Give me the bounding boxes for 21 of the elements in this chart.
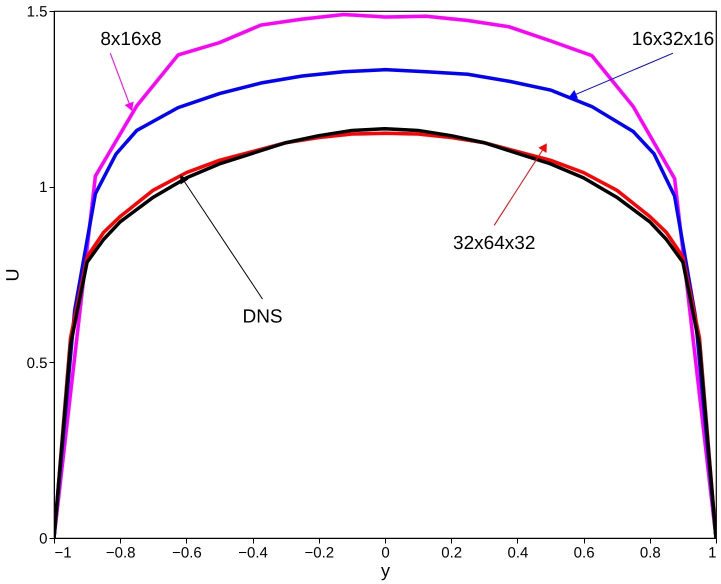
x-tick-label: 0: [381, 544, 390, 562]
x-tick-label: −0.6: [172, 544, 202, 562]
annotation: 16x32x16: [632, 29, 714, 50]
y-tick-label: 1.5: [26, 4, 48, 20]
annotation: DNS: [242, 306, 283, 328]
annotation: 32x64x32: [453, 232, 536, 254]
x-axis-title: y: [381, 560, 390, 580]
x-tick-label: −0.2: [304, 544, 334, 562]
y-tick-label: 0: [39, 530, 48, 548]
x-tick-label: −0.8: [106, 544, 136, 562]
annotation: 8x16x8: [100, 29, 162, 50]
x-tick-label: 0.8: [640, 544, 661, 562]
y-tick-label: 0.5: [26, 354, 48, 372]
x-tick-label: 0.2: [441, 544, 462, 562]
y-axis-title: U: [2, 268, 23, 282]
x-tick-label: 0.6: [574, 544, 595, 562]
x-tick-label: −0.4: [238, 544, 268, 562]
x-tick-label: −1: [54, 544, 72, 562]
y-tick-label: 1: [39, 179, 48, 196]
x-tick-label: 1: [708, 544, 716, 562]
x-tick-label: 0.4: [507, 544, 528, 562]
